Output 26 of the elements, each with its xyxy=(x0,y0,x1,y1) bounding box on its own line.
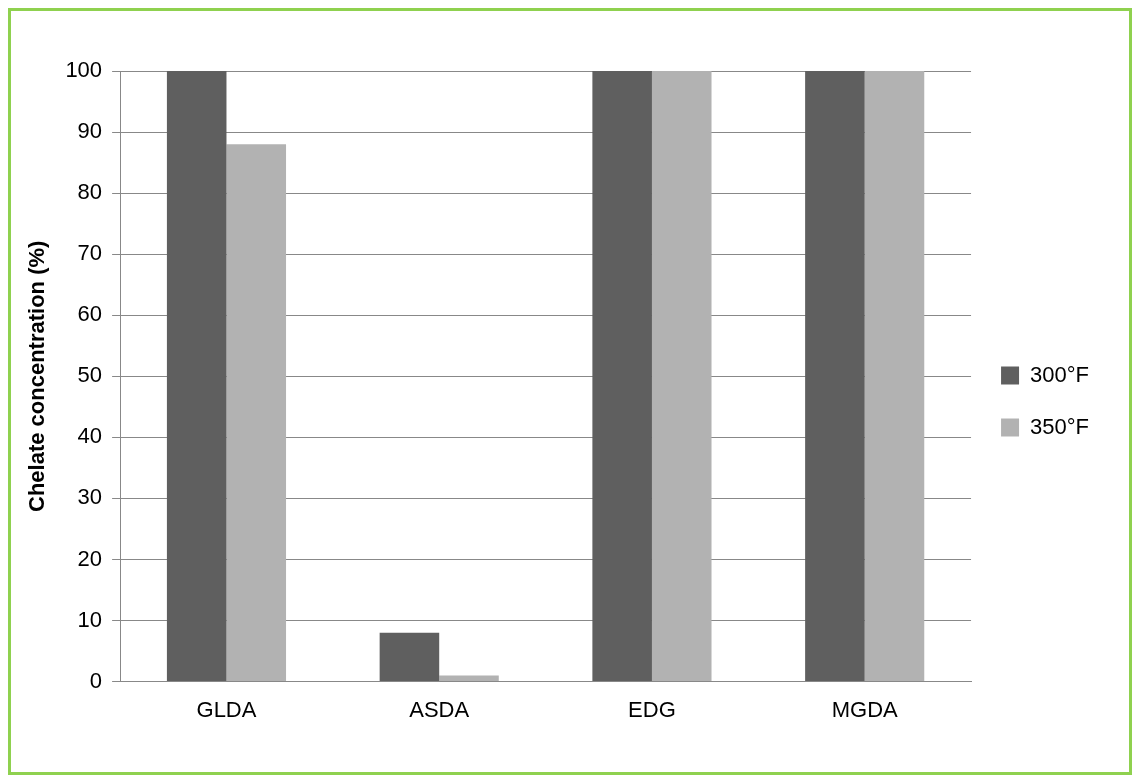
bar xyxy=(226,144,287,682)
bar xyxy=(651,71,712,682)
bar xyxy=(166,71,227,682)
y-tick-label: 70 xyxy=(77,240,103,266)
y-tick-label: 0 xyxy=(89,667,103,693)
y-tick-label: 10 xyxy=(77,606,103,632)
x-tick-label: ASDA xyxy=(409,696,470,722)
y-tick-label: 90 xyxy=(77,118,103,144)
legend-label: 300°F xyxy=(1030,361,1090,387)
bar xyxy=(864,71,925,682)
y-axis-title: Chelate concentration (%) xyxy=(24,240,50,512)
y-tick-label: 30 xyxy=(77,484,103,510)
x-tick-label: EDG xyxy=(628,696,676,722)
bar xyxy=(592,71,652,682)
y-tick-label: 100 xyxy=(65,57,103,83)
bar xyxy=(379,632,440,682)
y-tick-label: 80 xyxy=(77,179,103,205)
x-tick-label: GLDA xyxy=(196,696,257,722)
bar xyxy=(805,71,865,682)
y-tick-label: 20 xyxy=(77,545,103,571)
y-tick-label: 60 xyxy=(77,301,103,327)
y-tick-label: 40 xyxy=(77,423,103,449)
legend-label: 350°F xyxy=(1030,413,1090,439)
bar xyxy=(439,675,499,682)
y-tick-label: 50 xyxy=(77,362,103,388)
x-tick-label: MGDA xyxy=(831,696,899,722)
